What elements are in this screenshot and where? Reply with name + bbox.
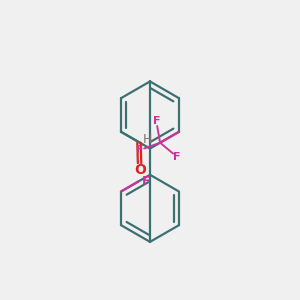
Text: F: F (142, 175, 151, 188)
Text: F: F (152, 116, 160, 126)
Text: H: H (142, 133, 152, 146)
Text: F: F (136, 145, 143, 155)
Text: F: F (173, 152, 181, 162)
Text: O: O (134, 163, 146, 176)
